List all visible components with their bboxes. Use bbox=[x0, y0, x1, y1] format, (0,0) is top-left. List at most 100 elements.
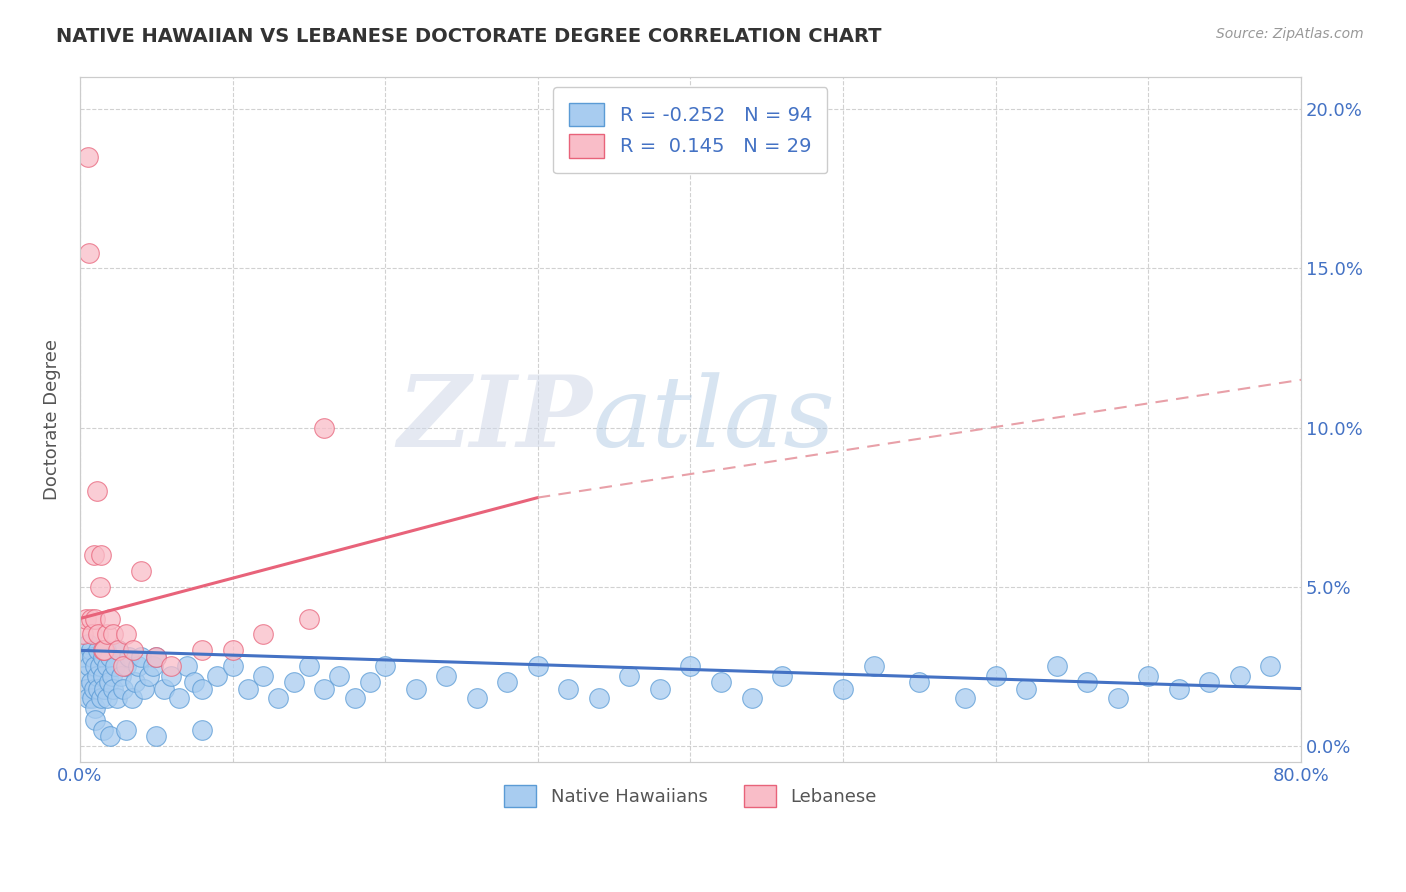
Point bbox=[1167, 681, 1189, 696]
Point bbox=[496, 675, 519, 690]
Point bbox=[862, 659, 884, 673]
Point bbox=[89, 659, 111, 673]
Point bbox=[84, 659, 107, 673]
Point bbox=[648, 681, 671, 696]
Point bbox=[343, 691, 366, 706]
Point bbox=[87, 681, 110, 696]
Point bbox=[84, 611, 107, 625]
Point bbox=[359, 675, 381, 690]
Point bbox=[984, 669, 1007, 683]
Point bbox=[267, 691, 290, 706]
Point bbox=[103, 627, 125, 641]
Point bbox=[93, 681, 115, 696]
Point bbox=[740, 691, 762, 706]
Point bbox=[221, 659, 243, 673]
Point bbox=[87, 643, 110, 657]
Point bbox=[314, 420, 336, 434]
Point bbox=[79, 643, 101, 657]
Point bbox=[221, 643, 243, 657]
Point bbox=[73, 669, 96, 683]
Point bbox=[83, 548, 105, 562]
Point bbox=[104, 659, 127, 673]
Point bbox=[89, 580, 111, 594]
Point bbox=[283, 675, 305, 690]
Point bbox=[124, 675, 146, 690]
Point bbox=[145, 649, 167, 664]
Point bbox=[72, 649, 94, 664]
Point bbox=[1229, 669, 1251, 683]
Text: NATIVE HAWAIIAN VS LEBANESE DOCTORATE DEGREE CORRELATION CHART: NATIVE HAWAIIAN VS LEBANESE DOCTORATE DE… bbox=[56, 27, 882, 45]
Point bbox=[114, 627, 136, 641]
Point bbox=[76, 691, 98, 706]
Point bbox=[114, 659, 136, 673]
Point bbox=[90, 691, 112, 706]
Point bbox=[83, 681, 105, 696]
Point bbox=[97, 675, 120, 690]
Point bbox=[129, 564, 152, 578]
Point bbox=[176, 659, 198, 673]
Point bbox=[298, 659, 321, 673]
Point bbox=[94, 643, 117, 657]
Point bbox=[374, 659, 396, 673]
Point bbox=[107, 643, 129, 657]
Point bbox=[1260, 659, 1282, 673]
Point bbox=[183, 675, 205, 690]
Point bbox=[619, 669, 641, 683]
Point bbox=[96, 691, 118, 706]
Point bbox=[138, 669, 160, 683]
Point bbox=[80, 691, 103, 706]
Point bbox=[145, 649, 167, 664]
Point bbox=[114, 723, 136, 737]
Point bbox=[252, 669, 274, 683]
Point bbox=[75, 681, 97, 696]
Point bbox=[557, 681, 579, 696]
Legend: Native Hawaiians, Lebanese: Native Hawaiians, Lebanese bbox=[496, 778, 884, 814]
Point bbox=[142, 659, 165, 673]
Point bbox=[328, 669, 350, 683]
Point bbox=[127, 659, 149, 673]
Point bbox=[87, 627, 110, 641]
Point bbox=[76, 637, 98, 651]
Point bbox=[1076, 675, 1098, 690]
Point bbox=[90, 548, 112, 562]
Point bbox=[86, 669, 108, 683]
Point bbox=[160, 659, 183, 673]
Point bbox=[236, 681, 259, 696]
Point bbox=[122, 643, 145, 657]
Point bbox=[103, 681, 125, 696]
Point bbox=[80, 649, 103, 664]
Point bbox=[91, 723, 114, 737]
Point bbox=[100, 729, 122, 743]
Text: ZIP: ZIP bbox=[398, 371, 593, 468]
Point bbox=[96, 627, 118, 641]
Point bbox=[111, 659, 134, 673]
Point bbox=[679, 659, 702, 673]
Text: atlas: atlas bbox=[593, 372, 835, 467]
Point bbox=[79, 675, 101, 690]
Point bbox=[121, 691, 143, 706]
Point bbox=[79, 611, 101, 625]
Point bbox=[191, 723, 214, 737]
Point bbox=[110, 669, 132, 683]
Point bbox=[129, 649, 152, 664]
Point bbox=[93, 643, 115, 657]
Point bbox=[76, 150, 98, 164]
Point bbox=[252, 627, 274, 641]
Point bbox=[84, 714, 107, 728]
Point bbox=[191, 643, 214, 657]
Point bbox=[107, 643, 129, 657]
Point bbox=[96, 659, 118, 673]
Point bbox=[91, 669, 114, 683]
Point bbox=[86, 484, 108, 499]
Point bbox=[908, 675, 931, 690]
Point bbox=[111, 681, 134, 696]
Point bbox=[953, 691, 976, 706]
Point bbox=[100, 611, 122, 625]
Point bbox=[298, 611, 321, 625]
Point bbox=[314, 681, 336, 696]
Point bbox=[207, 669, 229, 683]
Point bbox=[167, 691, 190, 706]
Point bbox=[145, 729, 167, 743]
Point bbox=[101, 669, 124, 683]
Point bbox=[91, 649, 114, 664]
